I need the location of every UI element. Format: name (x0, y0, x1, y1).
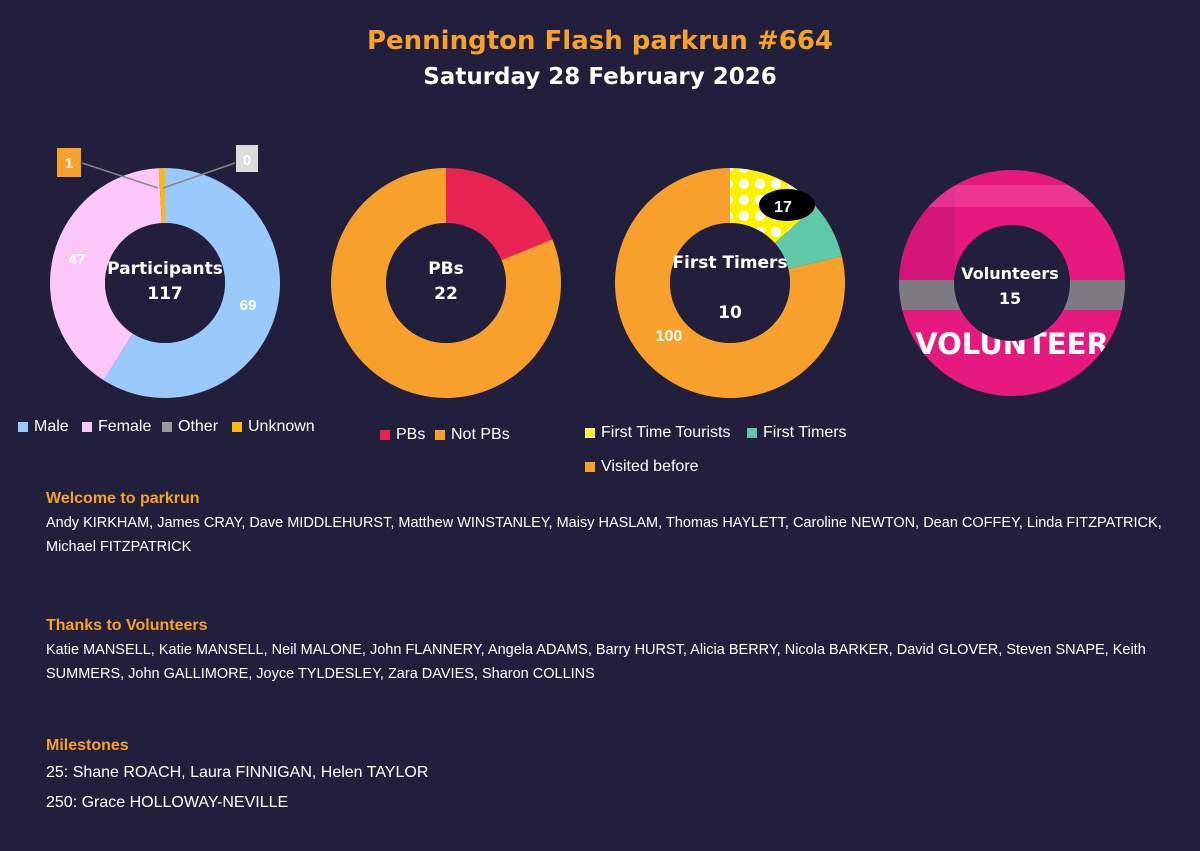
participants-donut (50, 168, 280, 399)
center-value-first-timers: 10 (718, 303, 742, 323)
pbs-donut (330, 168, 561, 398)
label-blob-first-time-tourists (759, 189, 815, 221)
welcome-section: Welcome to parkrun Andy KIRKHAM, James C… (46, 490, 1176, 559)
label-box-other (236, 145, 258, 172)
slice-label-unknown: 1 (65, 155, 73, 172)
legend-item-not-pbs: Not PBs (435, 426, 510, 444)
legend-item-first-time-tourists: First Time Tourists (585, 424, 731, 442)
legend-label-pbs: PBs (396, 426, 426, 443)
legend-swatch-other (162, 422, 172, 432)
legend-item-other: Other (162, 418, 218, 436)
slice-label-male: 69 (240, 297, 257, 314)
legend-label-visited-before: Visited before (601, 458, 699, 475)
participants-slice-unknown (158, 168, 165, 224)
legend-item-pbs: PBs (380, 426, 425, 444)
legend-swatch-unknown (232, 422, 242, 432)
legend-swatch-male (18, 422, 28, 432)
legend-label-not-pbs: Not PBs (451, 426, 510, 443)
legend-label-first-timers: First Timers (763, 424, 847, 441)
first-timers-donut-hole (670, 223, 790, 343)
legend-swatch-not-pbs (435, 430, 445, 440)
milestones-heading: Milestones (46, 737, 129, 754)
leader-line-other (162, 162, 236, 189)
first-timers-slice-visited-before (615, 168, 845, 398)
pbs-slice-not-pbs (330, 168, 561, 398)
volunteers-text: Katie MANSELL, Katie MANSELL, Neil MALON… (46, 642, 1146, 682)
first-timers-slice-first-timers (774, 206, 842, 270)
slice-label-female: 47 (69, 251, 86, 268)
legend-swatch-first-timers (747, 428, 757, 438)
legend-label-other: Other (178, 418, 219, 435)
legend-swatch-first-time-tourists (585, 428, 595, 438)
legend-item-visited-before: Visited before (585, 458, 699, 476)
legend-label-unknown: Unknown (248, 418, 315, 435)
legend-swatch-visited-before (585, 462, 595, 472)
leader-line-unknown (81, 162, 159, 189)
welcome-text: Andy KIRKHAM, James CRAY, Dave MIDDLEHUR… (46, 515, 1162, 555)
milestone-line: 25: Shane ROACH, Laura FINNIGAN, Helen T… (46, 764, 429, 781)
legend-label-male: Male (34, 418, 69, 435)
center-label-volunteers: Volunteers (961, 264, 1059, 283)
legend-item-unknown: Unknown (232, 418, 315, 436)
legend-label-female: Female (98, 418, 152, 435)
center-value-volunteers: 15 (999, 289, 1021, 308)
legend-swatch-female (82, 422, 92, 432)
participants-donut-hole (105, 223, 225, 343)
legend-item-female: Female (82, 418, 151, 436)
center-label-first-timers: First Timers (672, 253, 787, 273)
label-box-unknown (57, 148, 81, 177)
pbs-slice-pbs (446, 168, 553, 261)
slice-label-other: 0 (243, 152, 251, 169)
participants-slice-female (50, 168, 162, 381)
slice-label-first-time-tourists: 17 (774, 199, 792, 216)
milestones-section: Milestones 25: Shane ROACH, Laura FINNIG… (46, 737, 1176, 818)
center-value-pbs: 22 (434, 284, 458, 304)
slice-label-visited-before: 100 (656, 328, 683, 345)
first-timers-donut (615, 168, 845, 398)
legend-swatch-pbs (380, 430, 390, 440)
pbs-donut-hole (386, 223, 506, 343)
volunteers-donut-hole (954, 225, 1070, 341)
milestone-line: 250: Grace HOLLOWAY-NEVILLE (46, 794, 289, 811)
page-title: Pennington Flash parkrun #664 (366, 26, 834, 56)
center-label-participants: Participants (107, 259, 223, 279)
page-subtitle: Saturday 28 February 2026 (423, 64, 777, 90)
legend-item-first-timers: First Timers (747, 424, 847, 442)
legend-item-male: Male (18, 418, 69, 436)
center-label-pbs: PBs (428, 259, 464, 279)
volunteers-heading: Thanks to Volunteers (46, 617, 208, 634)
center-value-participants: 117 (147, 284, 183, 304)
volunteers-section: Thanks to Volunteers Katie MANSELL, Kati… (46, 617, 1176, 686)
charts-canvas: 1 0 47 69 Participants 117 PBs 22 17 100… (50, 145, 1125, 399)
legend-label-first-time-tourists: First Time Tourists (601, 424, 731, 441)
welcome-heading: Welcome to parkrun (46, 490, 200, 507)
participants-slice-male (103, 168, 280, 399)
